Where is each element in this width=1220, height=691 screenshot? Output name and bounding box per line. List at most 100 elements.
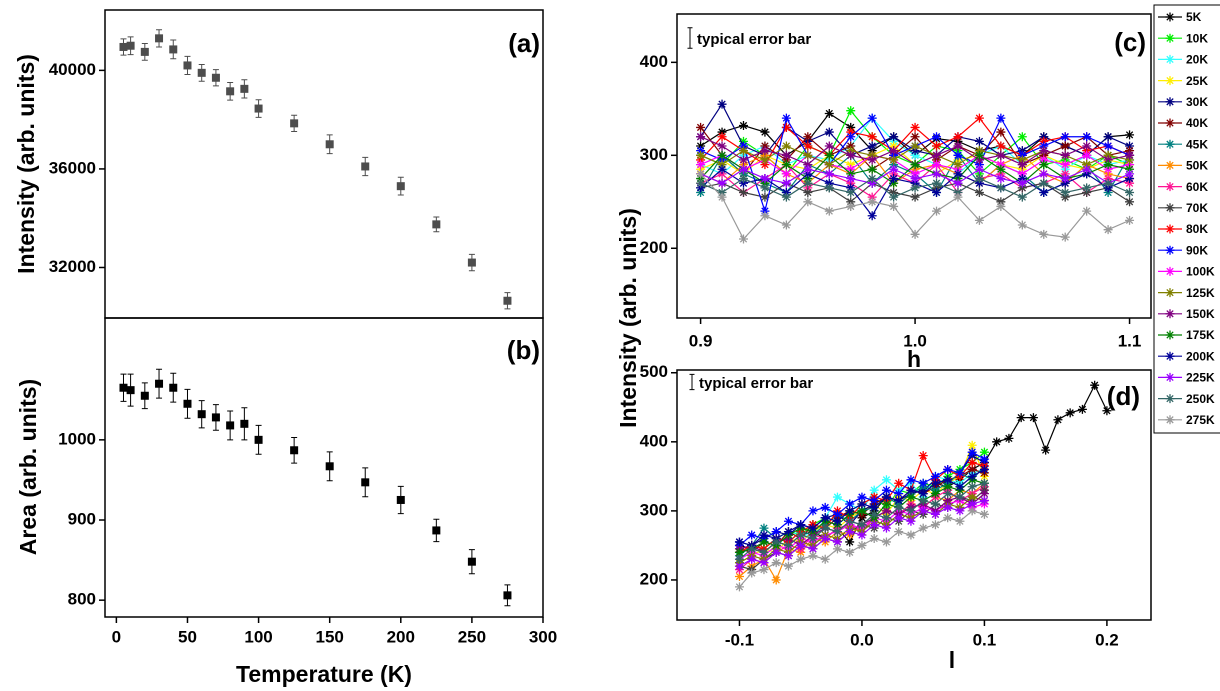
data-point <box>1060 150 1070 160</box>
data-point <box>759 547 769 557</box>
data-point <box>846 160 856 170</box>
data-point <box>953 169 963 179</box>
y-axis-label: Intensity (arb. units) <box>615 208 641 428</box>
data-point <box>696 169 706 179</box>
data-point <box>1125 169 1135 179</box>
data-point <box>979 489 989 499</box>
data-point <box>771 527 781 537</box>
data-point <box>846 201 856 211</box>
data-point <box>119 42 128 51</box>
legend-marker <box>1165 76 1175 86</box>
y-tick-label: 900 <box>68 509 96 528</box>
data-point <box>953 155 963 165</box>
data-point <box>717 169 727 179</box>
data-point <box>169 383 178 392</box>
data-point <box>1060 169 1070 179</box>
legend-label: 10K <box>1186 31 1208 45</box>
data-point <box>996 113 1006 123</box>
legend-label: 175K <box>1186 328 1215 342</box>
data-point <box>857 506 867 516</box>
x-tick-label: 0.2 <box>1095 630 1119 649</box>
data-point <box>845 547 855 557</box>
data-point <box>889 132 899 142</box>
legend-label: 45K <box>1186 137 1208 151</box>
data-point <box>361 162 370 171</box>
data-point <box>1060 192 1070 202</box>
data-point <box>717 132 727 142</box>
data-point <box>760 146 770 156</box>
data-point <box>889 169 899 179</box>
data-point <box>996 150 1006 160</box>
data-point <box>857 540 867 550</box>
data-point <box>953 174 963 184</box>
data-point <box>1017 169 1027 179</box>
data-point <box>781 187 791 197</box>
data-point <box>781 220 791 230</box>
data-point <box>1103 164 1113 174</box>
data-point <box>738 164 748 174</box>
data-point <box>930 499 940 509</box>
data-point <box>796 520 806 530</box>
data-point <box>906 506 916 516</box>
data-point <box>824 178 834 188</box>
data-point <box>996 160 1006 170</box>
data-point <box>889 192 899 202</box>
data-point <box>734 571 744 581</box>
data-point <box>717 127 727 137</box>
data-point <box>824 141 834 151</box>
data-point <box>696 146 706 156</box>
data-point <box>183 399 192 408</box>
data-point <box>1017 174 1027 184</box>
legend-label: 275K <box>1186 413 1215 427</box>
data-point <box>734 547 744 557</box>
data-point <box>867 150 877 160</box>
data-point <box>832 527 842 537</box>
data-point <box>738 178 748 188</box>
data-point <box>906 516 916 526</box>
data-point <box>953 132 963 142</box>
frame <box>104 317 544 618</box>
data-point <box>889 160 899 170</box>
legend-marker <box>1165 160 1175 170</box>
data-point <box>894 478 904 488</box>
data-point <box>1039 146 1049 156</box>
legend-marker <box>1165 118 1175 128</box>
data-point <box>808 534 818 544</box>
y-tick-label: 200 <box>640 238 668 257</box>
data-point <box>1053 415 1063 425</box>
data-point <box>808 544 818 554</box>
data-point <box>846 174 856 184</box>
data-point <box>1125 174 1135 184</box>
data-point <box>894 513 904 523</box>
data-point <box>717 178 727 188</box>
data-point <box>846 146 856 156</box>
data-point <box>979 454 989 464</box>
data-point <box>803 141 813 151</box>
legend-marker <box>1165 372 1175 382</box>
data-point <box>846 141 856 151</box>
data-point <box>781 178 791 188</box>
data-point <box>717 164 727 174</box>
data-point <box>290 119 299 128</box>
data-point <box>889 178 899 188</box>
data-point <box>955 482 965 492</box>
data-point <box>974 155 984 165</box>
panel-label: (c) <box>1114 27 1146 57</box>
legend-marker <box>1165 224 1175 234</box>
data-point <box>910 178 920 188</box>
typical-error-bar <box>687 27 693 49</box>
data-point <box>1016 413 1026 423</box>
data-point <box>126 386 135 395</box>
data-point <box>803 197 813 207</box>
data-point <box>759 523 769 533</box>
data-point <box>845 537 855 547</box>
data-point <box>738 234 748 244</box>
data-point <box>197 68 206 77</box>
data-point <box>738 136 748 146</box>
data-point <box>781 113 791 123</box>
data-point <box>820 534 830 544</box>
frame <box>676 369 1152 621</box>
x-tick-label: 250 <box>458 627 486 646</box>
legend-label: 20K <box>1186 53 1208 67</box>
data-point <box>1039 229 1049 239</box>
